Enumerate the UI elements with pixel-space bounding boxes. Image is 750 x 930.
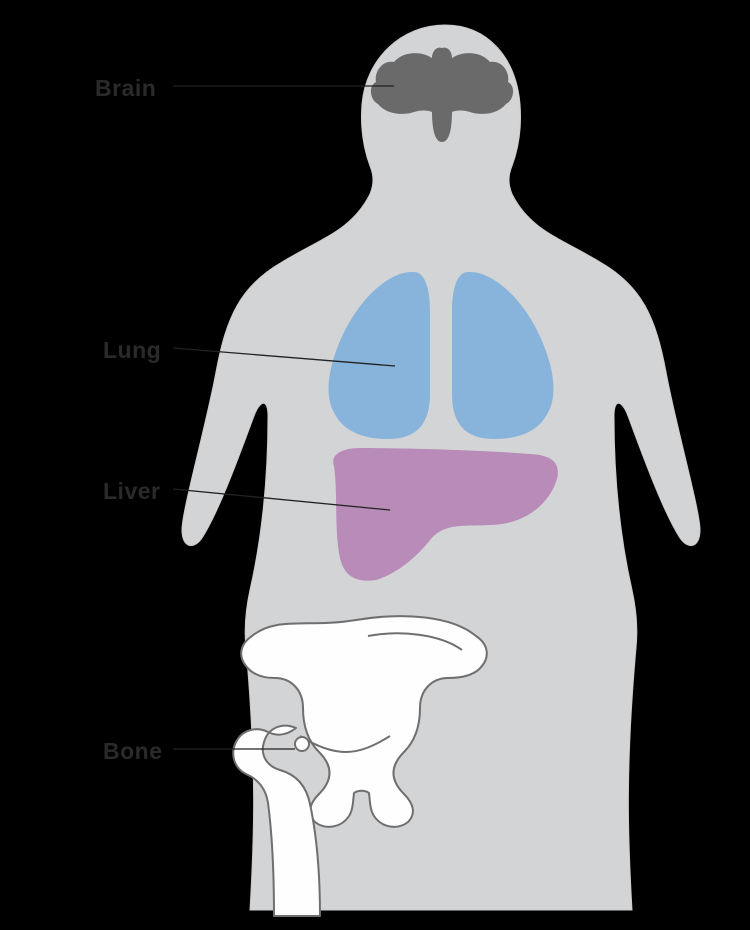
liver-label: Liver xyxy=(103,478,160,505)
bone-label: Bone xyxy=(103,738,163,765)
anatomy-svg xyxy=(0,0,750,930)
diagram-canvas: Brain Lung Liver Bone xyxy=(0,0,750,930)
brain-label: Brain xyxy=(95,75,156,102)
lung-label: Lung xyxy=(103,337,161,364)
